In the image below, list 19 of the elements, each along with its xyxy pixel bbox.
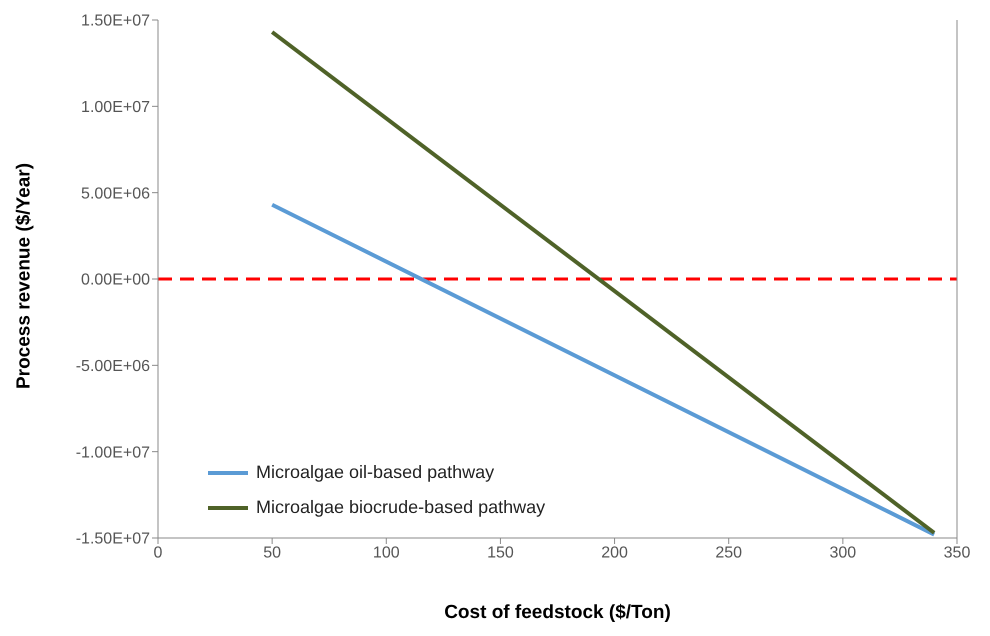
x-tick-label: 150: [487, 544, 514, 562]
y-tick-label: 1.50E+07: [81, 12, 150, 30]
legend-label: Microalgae biocrude-based pathway: [256, 497, 546, 518]
y-tick-label: 5.00E+06: [81, 185, 150, 202]
x-tick-label: 200: [601, 544, 628, 562]
x-axis-title: Cost of feedstock ($/Ton): [444, 602, 671, 623]
y-tick-label: -5.00E+06: [76, 358, 150, 376]
y-axis-title: Process revenue ($/Year): [14, 162, 35, 389]
x-tick-label: 0: [154, 544, 163, 562]
x-tick-label: 250: [715, 544, 742, 562]
y-tick-label: 1.00E+07: [81, 99, 150, 116]
y-tick-label: -1.00E+07: [76, 444, 150, 462]
x-tick-label: 100: [372, 544, 400, 562]
x-tick-label: 50: [263, 544, 282, 562]
y-tick-label: -1.50E+07: [76, 530, 150, 548]
x-tick-label: 300: [830, 544, 856, 562]
legend-label: Microalgae oil-based pathway: [256, 462, 494, 483]
y-tick-label: 0.00E+00: [81, 272, 150, 289]
x-tick-label: 350: [944, 544, 970, 562]
